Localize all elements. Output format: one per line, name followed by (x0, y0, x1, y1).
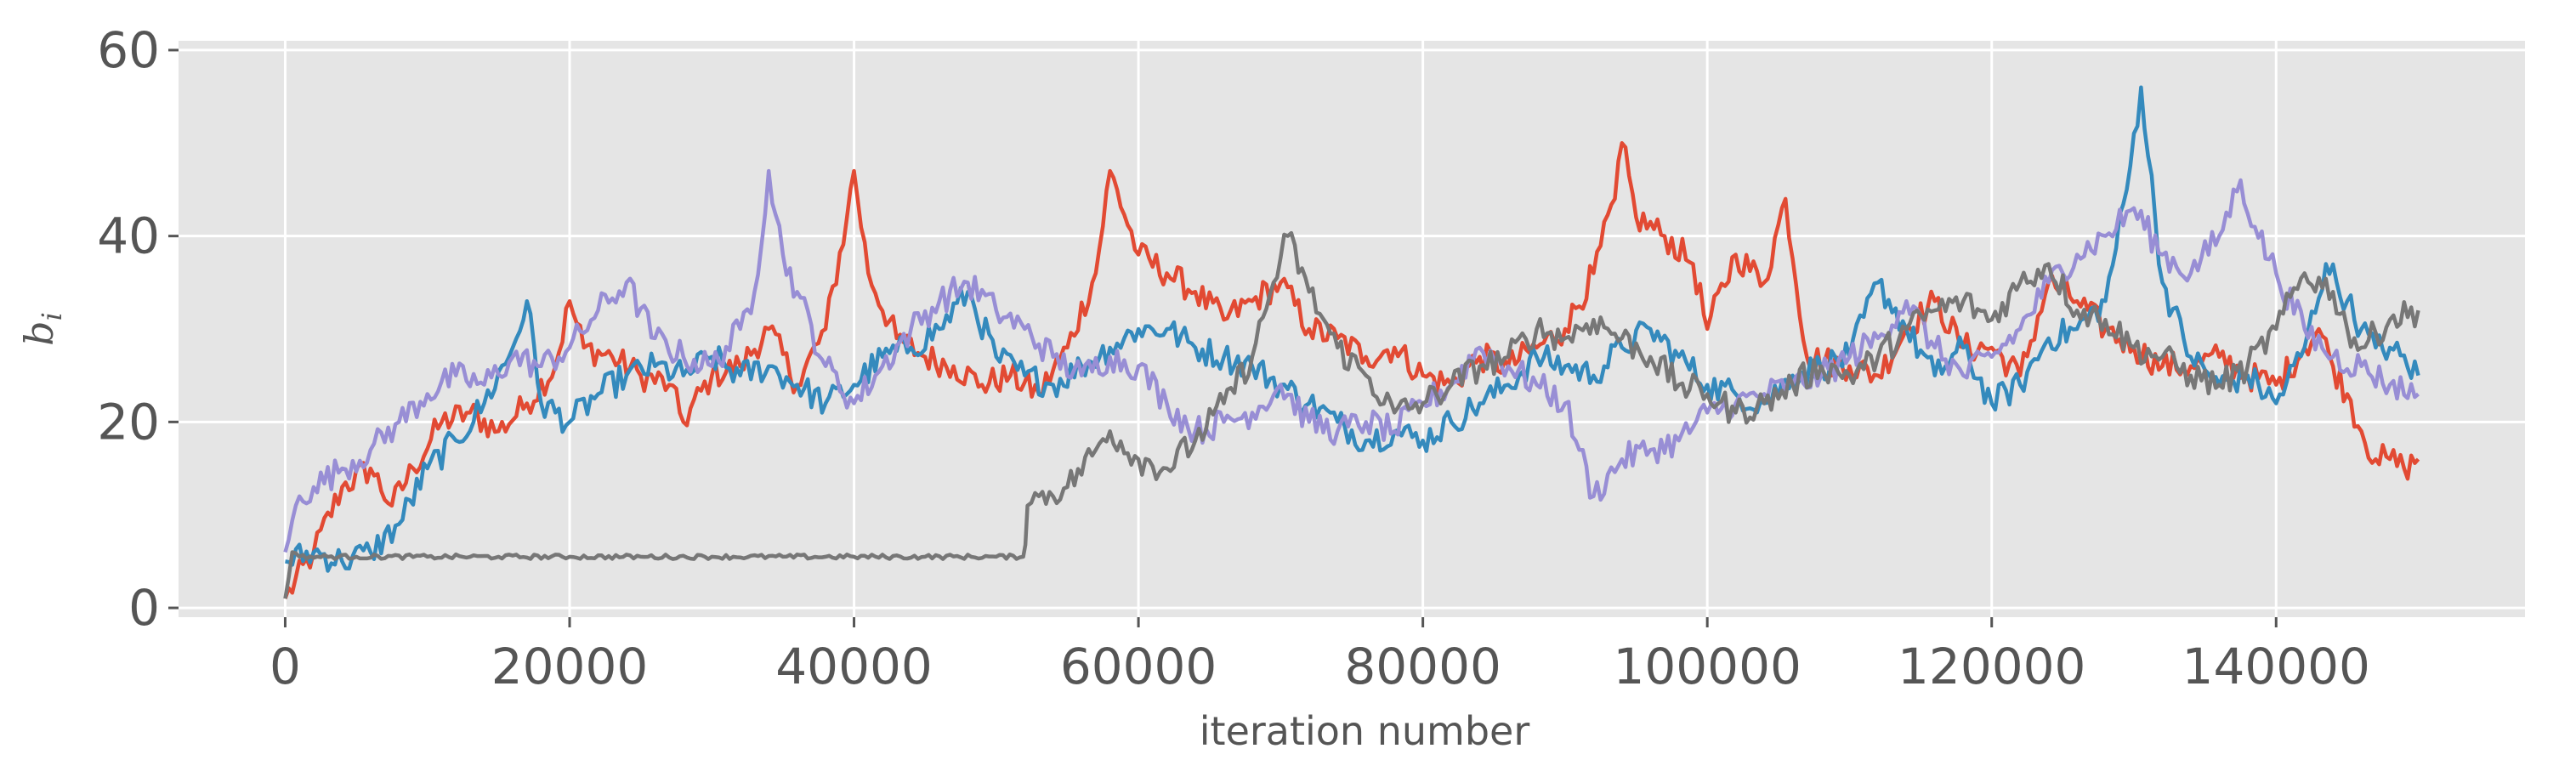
x-tick-label: 140000 (2182, 638, 2370, 695)
series-line-4 (283, 230, 2420, 599)
x-tick-label: 60000 (1060, 638, 1217, 695)
y-tick-label: 40 (97, 207, 160, 265)
x-tick-label: 100000 (1613, 638, 1801, 695)
x-tick-label: 0 (270, 638, 301, 695)
x-axis-ticks: 0 20000 40000 60000 80000 100000 120000 140000 (270, 617, 2370, 695)
x-axis-label: iteration number (1200, 708, 1530, 754)
x-tick-label: 80000 (1344, 638, 1501, 695)
series-lines (283, 85, 2420, 599)
y-tick-label: 0 (128, 579, 160, 637)
y-axis-label-subscript: i (36, 312, 68, 320)
series-line-2 (285, 85, 2420, 573)
y-axis-label: bi (16, 312, 68, 346)
x-tick-label: 40000 (775, 638, 933, 695)
y-axis-ticks: 0 20 40 60 (97, 21, 179, 637)
y-tick-label: 20 (97, 393, 160, 451)
y-tick-label: 60 (97, 21, 160, 79)
x-tick-label: 20000 (491, 638, 649, 695)
grid (179, 41, 2525, 617)
y-axis-label-base: b (16, 320, 62, 345)
x-tick-label: 120000 (1898, 638, 2085, 695)
